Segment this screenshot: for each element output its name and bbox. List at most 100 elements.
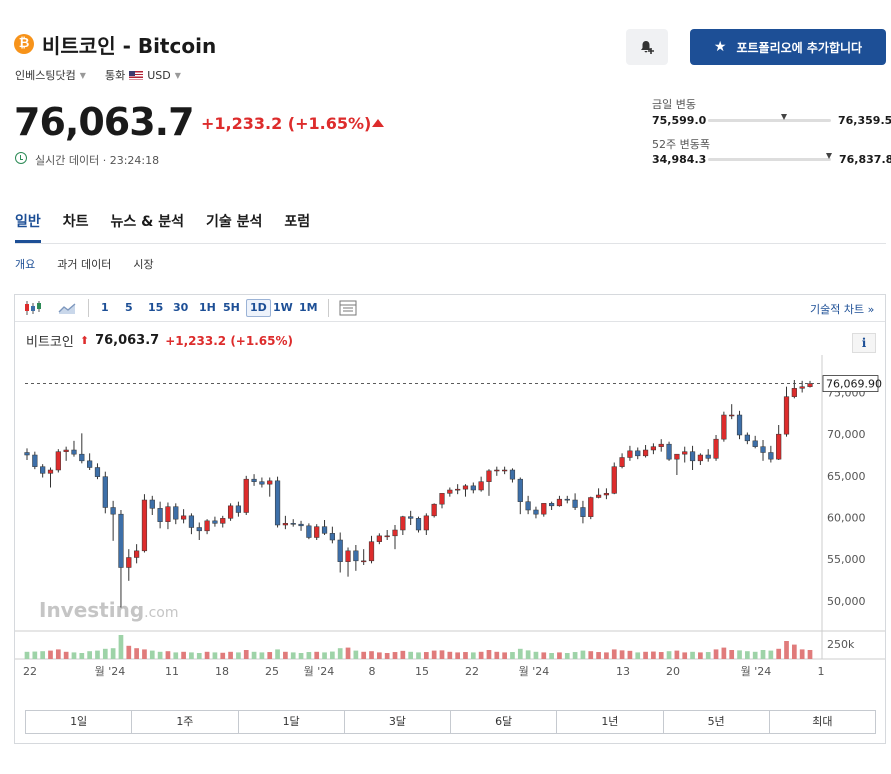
candle-body	[611, 466, 617, 494]
candle-body	[517, 478, 523, 502]
candle-body	[134, 550, 140, 558]
x-tick-label: 1	[818, 665, 825, 678]
tab-general[interactable]: 일반	[15, 211, 41, 243]
x-tick-label: 월 '24	[304, 665, 335, 678]
x-tick-label: 18	[215, 665, 229, 678]
candle-body	[63, 449, 69, 452]
volume-bar	[212, 652, 218, 659]
volume-bar	[439, 650, 445, 659]
currency-value: USD	[147, 68, 171, 82]
tab-chart[interactable]: 차트	[62, 214, 89, 230]
candle-body	[110, 507, 116, 515]
add-portfolio-button[interactable]: ★ 포트폴리오에 추가합니다	[690, 29, 886, 65]
volume-bar	[557, 652, 562, 659]
range-max[interactable]: 최대	[812, 715, 833, 728]
investing-watermark-suffix: .com	[144, 605, 178, 621]
add-portfolio-label: 포트폴리오에 추가합니다	[736, 40, 863, 55]
y-tick-label: 60,000	[827, 512, 866, 525]
x-tick-label: 11	[165, 665, 179, 678]
volume-tick-label: 250k	[827, 638, 855, 651]
add-alert-button[interactable]	[626, 29, 668, 65]
volume-bar	[71, 652, 77, 659]
subtab-markets[interactable]: 시장	[133, 258, 154, 271]
volume-bar	[63, 651, 69, 659]
volume-bar	[24, 651, 30, 659]
tab-technical[interactable]: 기술 분석	[206, 214, 263, 230]
interval-1w[interactable]: 1W	[273, 301, 293, 314]
range-buttons: 1일 1주 1달 3달 6달 1년 5년 최대	[25, 710, 876, 734]
interval-1m[interactable]: 1M	[299, 301, 318, 314]
x-tick-label: 15	[415, 665, 429, 678]
volume-bar	[627, 650, 633, 659]
candle-body	[368, 541, 375, 562]
candle-body	[783, 396, 790, 435]
candle-body	[697, 454, 703, 462]
technical-chart-link[interactable]: 기술적 차트 »	[810, 303, 875, 316]
candle-body	[321, 526, 328, 534]
candle-body	[502, 469, 508, 472]
volume-bar	[517, 648, 523, 659]
volume-bar	[604, 652, 609, 659]
interval-1[interactable]: 1	[101, 301, 109, 314]
interval-15[interactable]: 15	[148, 301, 164, 314]
volume-bar	[102, 648, 108, 659]
candle-body	[220, 518, 226, 524]
range-1y[interactable]: 1년	[557, 711, 664, 733]
range-5y[interactable]: 5년	[664, 711, 770, 733]
interval-30[interactable]: 30	[173, 301, 189, 314]
toolbar-separator	[328, 299, 329, 317]
interval-1h[interactable]: 1H	[199, 301, 216, 314]
tab-news[interactable]: 뉴스 & 분석	[110, 214, 185, 230]
subtab-historical[interactable]: 과거 데이터	[57, 258, 112, 271]
candlestick-icon[interactable]	[24, 300, 42, 320]
candle-body	[71, 449, 77, 455]
range-1d[interactable]: 1일	[26, 711, 133, 733]
x-tick-label: 8	[369, 665, 376, 678]
range-3m[interactable]: 3달	[345, 711, 451, 733]
volume-bar	[400, 650, 406, 659]
tab-divider	[15, 243, 886, 244]
volume-bar	[95, 650, 100, 659]
interval-1d[interactable]: 1D	[246, 299, 271, 317]
volume-bar	[118, 635, 124, 659]
volume-bar	[408, 651, 414, 659]
candle-body	[251, 478, 257, 482]
interval-5[interactable]: 5	[125, 301, 133, 314]
chart-legend: 비트코인 ⬆ 76,063.7 +1,233.2 (+1.65%)	[26, 331, 293, 350]
interval-5h[interactable]: 5H	[223, 301, 240, 314]
y-tick-label: 55,000	[827, 553, 866, 566]
subtab-overview[interactable]: 개요	[15, 258, 36, 271]
candle-body	[282, 523, 288, 526]
volume-bar	[737, 650, 742, 659]
candle-body	[650, 446, 656, 451]
candle-body	[87, 460, 93, 468]
price-chart[interactable]: 50,00055,00060,00065,00070,00075,000Inve…	[15, 355, 885, 680]
range-1m[interactable]: 1달	[239, 711, 345, 733]
currency-selector[interactable]: 통화 USD ▼	[105, 67, 181, 83]
week52-range-label: 52주 변동폭	[652, 138, 710, 151]
source-selector[interactable]: 인베스팅닷컴 ▼	[15, 67, 86, 83]
bell-plus-icon	[641, 41, 654, 54]
x-tick-label: 월 '24	[95, 665, 126, 678]
x-tick-label: 25	[265, 665, 279, 678]
range-1w[interactable]: 1주	[132, 711, 239, 733]
volume-bar	[635, 652, 641, 659]
candle-body	[580, 507, 586, 517]
tab-forum[interactable]: 포럼	[284, 214, 311, 230]
volume-bar	[494, 651, 500, 659]
volume-bar	[345, 647, 351, 659]
range-6m[interactable]: 6달	[451, 711, 558, 733]
volume-bar	[478, 651, 484, 659]
volume-bar	[658, 652, 664, 659]
current-price-box	[822, 375, 879, 392]
info-icon[interactable]: i	[852, 333, 876, 353]
candle-body	[314, 526, 320, 538]
volume-bar	[721, 647, 727, 659]
table-view-icon[interactable]	[339, 300, 357, 320]
volume-bar	[142, 649, 147, 659]
candle-body	[298, 523, 304, 527]
x-tick-label: 20	[666, 665, 680, 678]
volume-bar	[651, 651, 656, 659]
area-chart-icon[interactable]	[58, 300, 76, 320]
volume-bar	[220, 652, 226, 659]
